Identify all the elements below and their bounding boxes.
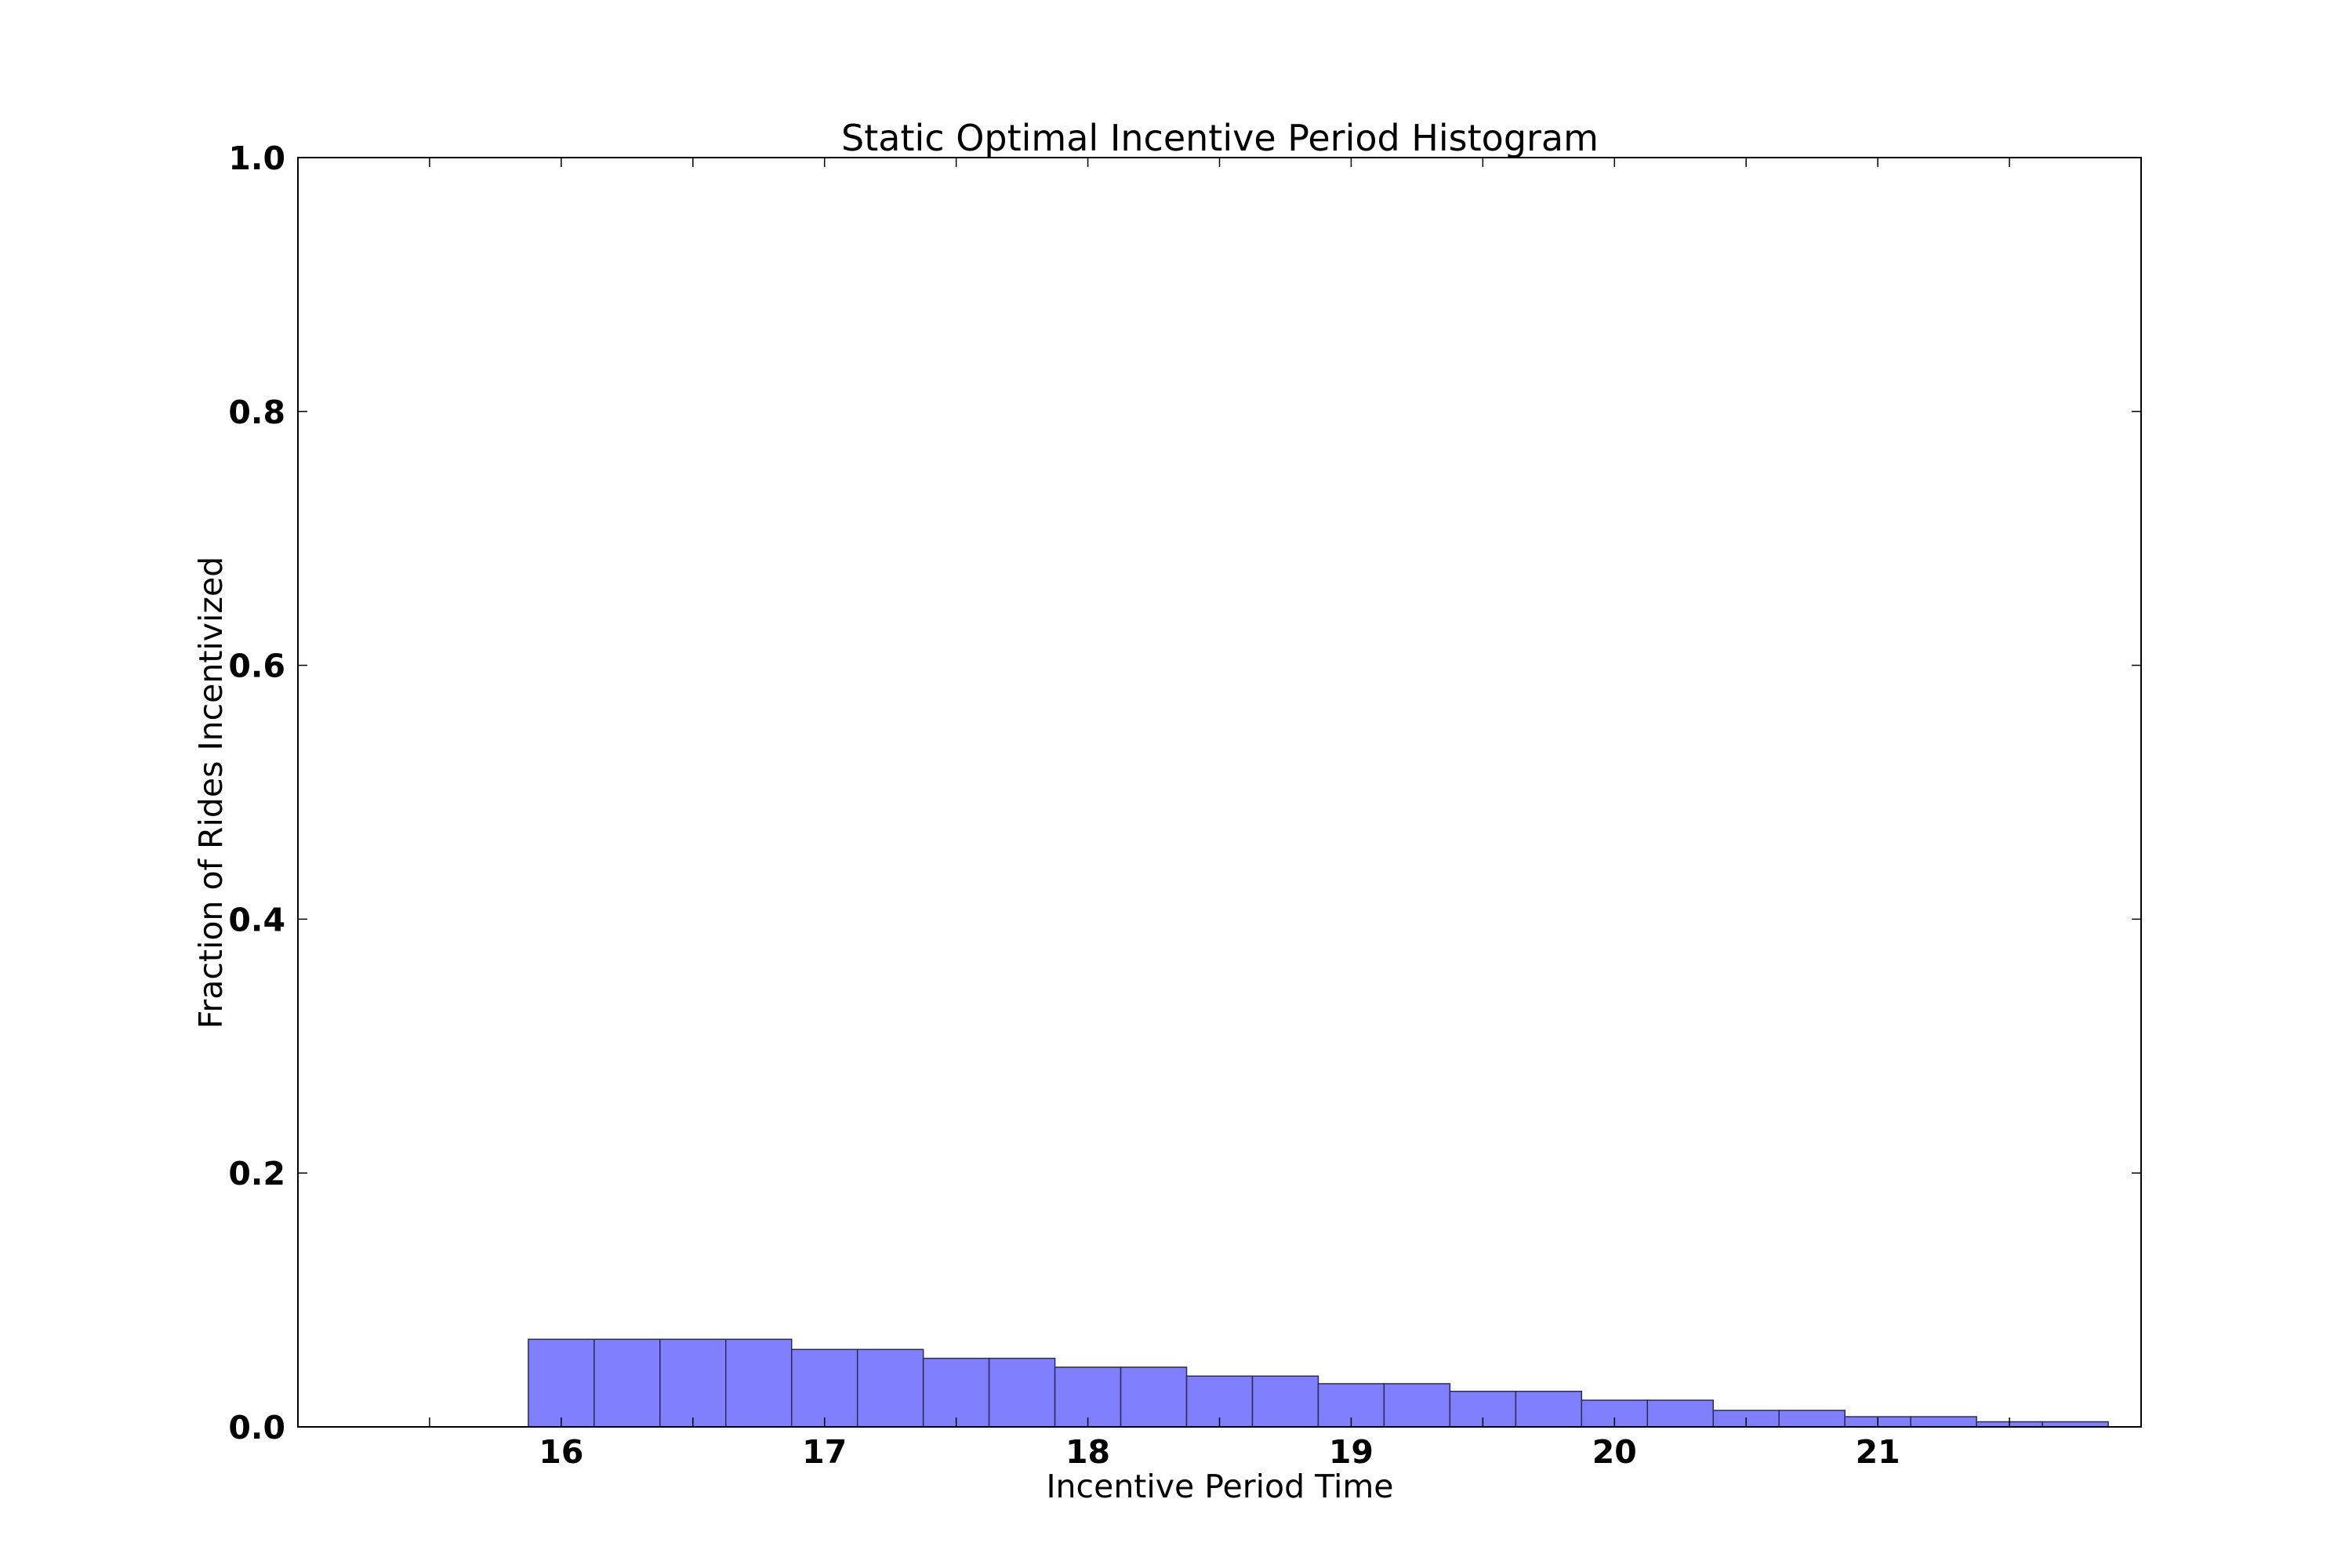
y-axis-label: Fraction of Rides Incentivized xyxy=(192,557,230,1029)
x-tick-label: 20 xyxy=(1592,1433,1637,1471)
histogram-bar-7 xyxy=(922,1357,990,1428)
histogram-bar-14 xyxy=(1383,1383,1451,1428)
y-tick-label: 0.6 xyxy=(228,648,285,685)
y-tick-label: 0.2 xyxy=(228,1155,285,1192)
bars-layer xyxy=(528,1338,2109,1428)
plot-area-frame xyxy=(297,157,2142,1428)
histogram-bar-1 xyxy=(528,1338,595,1428)
histogram-bar-6 xyxy=(856,1348,924,1428)
histogram-bar-3 xyxy=(659,1338,727,1428)
histogram-bar-4 xyxy=(725,1338,793,1428)
x-tick-labels: 16 17 18 19 20 21 xyxy=(539,1433,1900,1471)
histogram-bar-16 xyxy=(1515,1390,1583,1428)
x-tick-label: 21 xyxy=(1856,1433,1900,1471)
chart-title: Static Optimal Incentive Period Histogra… xyxy=(841,117,1599,159)
histogram-bar-18 xyxy=(1646,1399,1714,1428)
histogram-bar-5 xyxy=(790,1348,858,1428)
ticks-layer xyxy=(297,157,2142,1428)
y-tick-label: 1.0 xyxy=(228,140,285,177)
histogram-bar-9 xyxy=(1054,1367,1122,1428)
x-axis-label: Incentive Period Time xyxy=(1046,1468,1393,1505)
histogram-bar-2 xyxy=(593,1338,661,1428)
y-tick-label: 0.4 xyxy=(228,901,285,938)
histogram-bar-12 xyxy=(1251,1375,1319,1428)
x-tick-label: 16 xyxy=(539,1433,583,1471)
x-tick-label: 19 xyxy=(1329,1433,1374,1471)
histogram-bar-10 xyxy=(1120,1367,1188,1428)
x-tick-label: 17 xyxy=(802,1433,847,1471)
histogram-bar-8 xyxy=(988,1357,1056,1428)
y-tick-label: 0.0 xyxy=(228,1409,285,1446)
y-tick-labels: 0.0 0.2 0.4 0.6 0.8 1.0 xyxy=(228,140,285,1446)
y-tick-label: 0.8 xyxy=(228,394,285,431)
histogram-bar-22 xyxy=(1910,1416,1977,1428)
x-tick-label: 18 xyxy=(1065,1433,1110,1471)
histogram-bar-20 xyxy=(1778,1410,1846,1428)
